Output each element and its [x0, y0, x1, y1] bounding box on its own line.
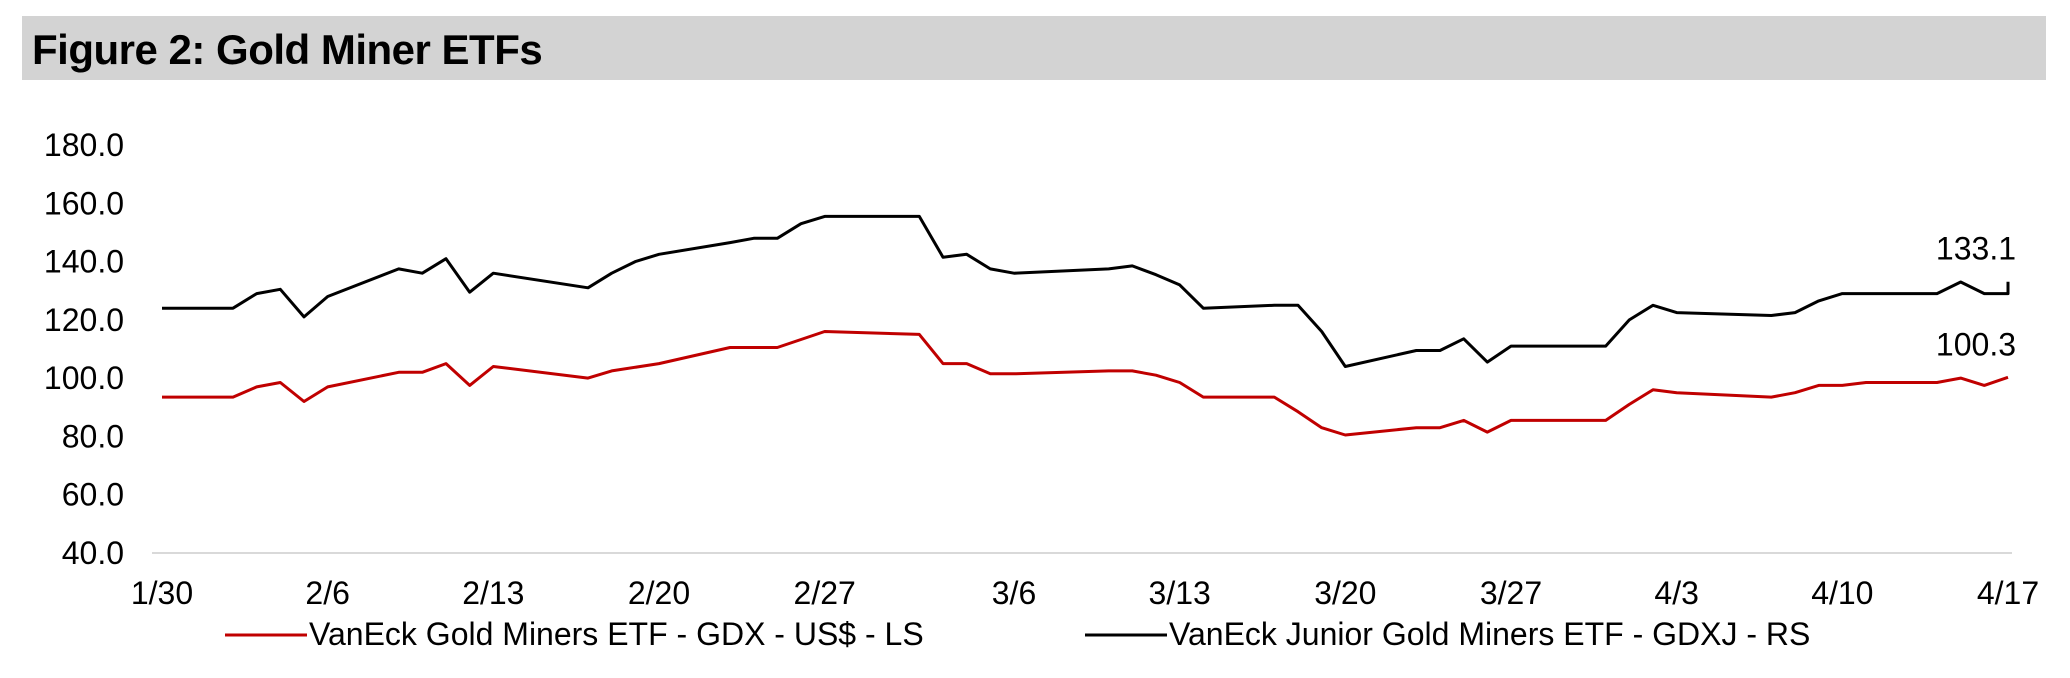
y-tick-label: 40.0	[62, 535, 124, 571]
legend: VanEck Gold Miners ETF - GDX - US$ - LS V…	[225, 616, 1810, 652]
x-tick-label: 3/6	[992, 575, 1036, 611]
x-tick-label: 4/10	[1811, 575, 1873, 611]
y-axis: 180.0 160.0 140.0 120.0 100.0 80.0 60.0 40.0	[44, 127, 124, 571]
x-tick-label: 2/6	[305, 575, 349, 611]
x-tick-label: 1/30	[131, 575, 193, 611]
y-tick-label: 80.0	[62, 418, 124, 454]
x-tick-label: 3/27	[1480, 575, 1542, 611]
end-labels: 100.3 133.1	[1936, 231, 2016, 363]
end-label-gdx: 100.3	[1936, 326, 2016, 362]
x-tick-label: 4/3	[1654, 575, 1698, 611]
legend-label: VanEck Junior Gold Miners ETF - GDXJ - R…	[1169, 616, 1810, 652]
y-tick-label: 60.0	[62, 477, 124, 513]
y-tick-label: 140.0	[44, 244, 124, 280]
series-line-gdxj	[162, 214, 2010, 368]
y-tick-label: 180.0	[44, 127, 124, 163]
series-layer	[162, 214, 2010, 437]
figure-title: Figure 2: Gold Miner ETFs	[32, 26, 543, 73]
x-tick-label: 3/20	[1314, 575, 1376, 611]
x-tick-label: 4/17	[1977, 575, 2039, 611]
end-label-gdxj: 133.1	[1936, 231, 2016, 267]
x-tick-label: 2/13	[462, 575, 524, 611]
x-tick-label: 2/27	[794, 575, 856, 611]
series-line-gdx	[162, 330, 2009, 437]
legend-label: VanEck Gold Miners ETF - GDX - US$ - LS	[309, 616, 924, 652]
y-tick-label: 100.0	[44, 360, 124, 396]
figure-title-bar: Figure 2: Gold Miner ETFs	[22, 16, 2046, 80]
x-tick-label: 3/13	[1149, 575, 1211, 611]
y-tick-label: 160.0	[44, 185, 124, 221]
x-tick-label: 2/20	[628, 575, 690, 611]
y-tick-label: 120.0	[44, 302, 124, 338]
x-axis: 1/30 2/6 2/13 2/20 2/27 3/6 3/13 3/20 3/27 4/3 4/1…	[131, 552, 2039, 611]
